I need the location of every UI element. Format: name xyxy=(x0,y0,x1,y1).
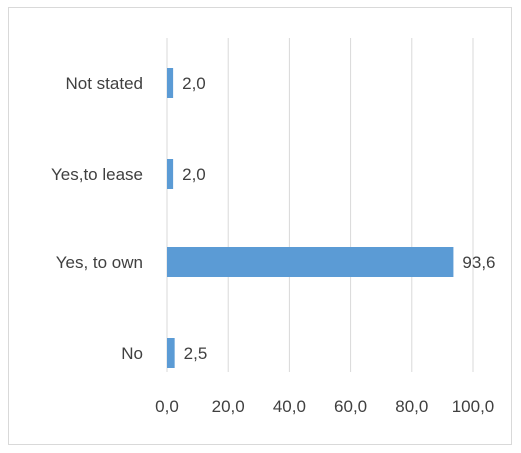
bars xyxy=(167,68,454,368)
chart-frame xyxy=(8,7,512,445)
x-tick-label: 20,0 xyxy=(212,397,245,416)
x-tick-label: 100,0 xyxy=(452,397,495,416)
category-label: Not stated xyxy=(66,74,144,93)
grid-lines xyxy=(166,38,474,372)
x-tick-label: 0,0 xyxy=(155,397,179,416)
category-label: Yes, to own xyxy=(56,253,143,272)
data-label: 2,0 xyxy=(182,74,206,93)
bar xyxy=(167,159,174,189)
data-label: 2,0 xyxy=(182,165,206,184)
data-label: 2,5 xyxy=(184,344,208,363)
category-label: Yes,to lease xyxy=(51,165,143,184)
x-tick-label: 60,0 xyxy=(334,397,367,416)
bar xyxy=(167,247,454,277)
bar xyxy=(167,338,175,368)
data-label: 93,6 xyxy=(462,253,495,272)
x-tick-label: 80,0 xyxy=(395,397,428,416)
category-label: No xyxy=(121,344,143,363)
bar xyxy=(167,68,174,98)
labels: 0,0 20,0 40,0 60,0 80,0 100,0 Not stated 2,0 Yes… xyxy=(51,74,496,416)
x-tick-label: 40,0 xyxy=(273,397,306,416)
